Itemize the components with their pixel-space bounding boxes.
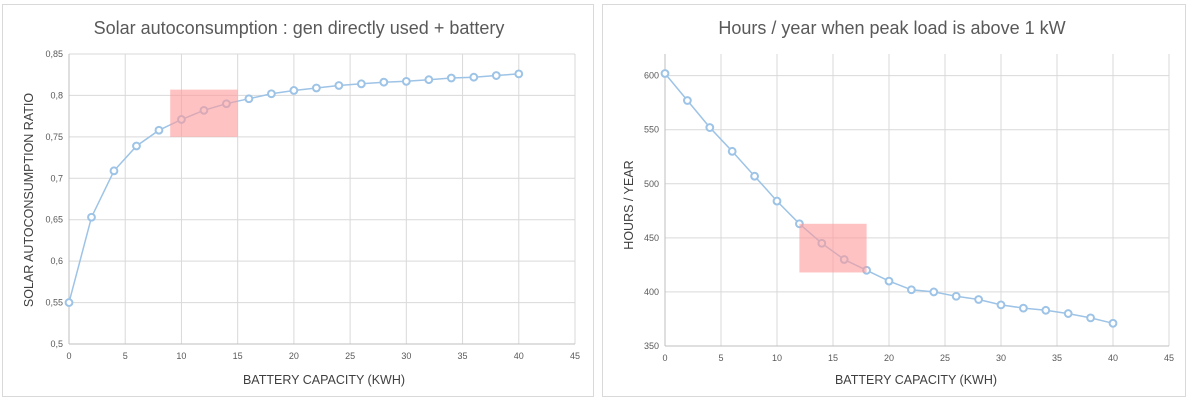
data-point <box>109 166 119 176</box>
data-point <box>334 81 344 90</box>
data-point <box>996 300 1006 310</box>
y-tick-label: 0,55 <box>45 298 63 308</box>
data-point <box>64 298 74 307</box>
x-tick-label: 35 <box>458 351 468 361</box>
data-point <box>750 171 760 181</box>
y-tick-label: 0,8 <box>50 90 63 100</box>
x-tick-label: 15 <box>828 353 838 363</box>
data-point <box>683 96 692 105</box>
y-tick-label: 0,5 <box>50 339 63 349</box>
y-tick-label: 0,65 <box>45 215 63 225</box>
x-tick-label: 10 <box>176 351 186 361</box>
x-tick-label: 30 <box>401 351 411 361</box>
chart-panel-hours-per-year: Hours / year when peak load is above 1 k… <box>602 4 1186 397</box>
y-tick-label: 500 <box>644 179 659 189</box>
data-point <box>154 125 164 135</box>
x-tick-label: 20 <box>289 351 299 361</box>
data-point <box>469 72 479 82</box>
data-point <box>356 79 366 89</box>
x-tick-label: 40 <box>514 351 524 361</box>
chart-title: Solar autoconsumption : gen directly use… <box>94 18 505 38</box>
data-point <box>401 76 411 86</box>
autoconsumption-chart-svg: Solar autoconsumption : gen directly use… <box>22 18 580 387</box>
x-tick-label: 10 <box>772 353 782 363</box>
data-point <box>929 287 939 297</box>
y-tick-label: 350 <box>644 341 659 351</box>
data-point <box>660 69 670 78</box>
data-point <box>244 94 254 104</box>
data-point <box>1086 313 1096 323</box>
x-tick-label: 40 <box>1108 353 1118 363</box>
highlight-region <box>170 89 238 137</box>
y-tick-label: 450 <box>644 233 659 243</box>
data-point <box>267 89 276 99</box>
y-tick-label: 0,75 <box>45 132 63 142</box>
hours-per-year-chart-svg: Hours / year when peak load is above 1 k… <box>622 18 1174 387</box>
x-tick-label: 45 <box>1164 353 1174 363</box>
data-point <box>514 69 524 79</box>
data-point <box>951 291 961 301</box>
data-point <box>727 146 737 156</box>
x-tick-label: 20 <box>884 353 894 363</box>
data-point <box>772 196 782 206</box>
chart-title: Hours / year when peak load is above 1 k… <box>718 18 1065 38</box>
y-axis-label: SOLAR AUTOCONSUMPTION RATIO <box>22 93 36 307</box>
x-axis-label: BATTERY CAPACITY (KWH) <box>243 373 405 387</box>
x-tick-label: 5 <box>718 353 723 363</box>
data-point <box>446 73 456 83</box>
x-tick-label: 35 <box>1052 353 1062 363</box>
data-point <box>974 295 984 304</box>
data-point <box>705 123 715 132</box>
x-tick-label: 15 <box>233 351 243 361</box>
x-tick-label: 30 <box>996 353 1006 363</box>
x-tick-label: 25 <box>940 353 950 363</box>
y-tick-label: 550 <box>644 125 659 135</box>
y-axis-label: HOURS / YEAR <box>622 160 636 249</box>
data-point <box>311 83 321 93</box>
y-tick-label: 0,7 <box>50 173 63 183</box>
data-point <box>132 141 141 151</box>
x-axis-label: BATTERY CAPACITY (KWH) <box>835 373 997 387</box>
data-point <box>491 71 501 80</box>
data-point <box>424 75 434 85</box>
highlight-region <box>799 223 867 273</box>
data-point <box>907 285 916 295</box>
data-point <box>1063 309 1073 318</box>
data-point <box>289 86 299 95</box>
x-tick-label: 25 <box>345 351 355 361</box>
y-tick-label: 400 <box>644 287 659 297</box>
y-tick-label: 600 <box>644 71 659 81</box>
x-tick-label: 0 <box>662 353 667 363</box>
y-tick-label: 0,85 <box>45 49 63 59</box>
x-tick-label: 0 <box>66 351 71 361</box>
x-tick-label: 5 <box>123 351 128 361</box>
data-point <box>1041 305 1051 315</box>
y-tick-label: 0,6 <box>50 256 63 266</box>
x-tick-label: 45 <box>570 351 580 361</box>
chart-panel-autoconsumption: Solar autoconsumption : gen directly use… <box>2 4 594 397</box>
data-point <box>1108 318 1118 328</box>
data-point <box>884 276 894 286</box>
data-point <box>379 77 389 87</box>
data-point <box>1019 303 1028 313</box>
data-point <box>87 212 96 222</box>
